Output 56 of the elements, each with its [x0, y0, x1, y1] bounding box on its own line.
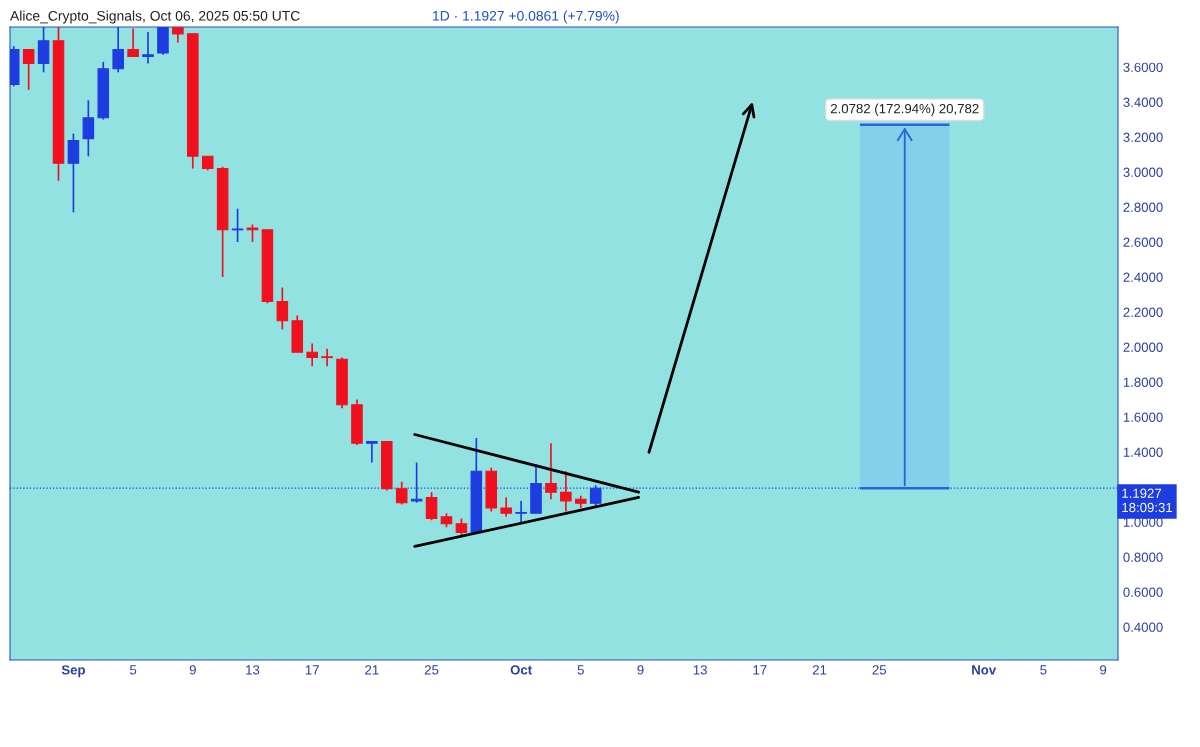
x-tick-label: 17	[753, 665, 767, 675]
x-tick-label: 13	[246, 665, 260, 675]
x-tick-label: Nov	[972, 665, 997, 675]
y-tick-label: 3.6000	[1123, 62, 1163, 72]
candlestick	[276, 286, 289, 331]
x-tick-label: 5	[1040, 665, 1047, 675]
candlestick	[589, 484, 602, 508]
x-tick-label: 9	[189, 665, 196, 675]
y-tick-label: 2.0000	[1123, 342, 1163, 352]
x-tick-label: 9	[637, 665, 644, 675]
candlestick	[560, 470, 572, 513]
candlestick	[67, 132, 80, 214]
candlestick	[82, 99, 95, 158]
candlestick	[545, 442, 557, 501]
candlestick	[395, 480, 408, 506]
ref-line-label: 1.1927 18:09:31	[1122, 488, 1173, 513]
y-tick-label: 0.4000	[1123, 622, 1163, 632]
chart-subtitle: 1D · 1.1927 +0.0861 (+7.79%)	[433, 10, 619, 24]
y-tick-label: 1.0000	[1123, 517, 1163, 527]
candlestick	[22, 48, 35, 91]
candlestick	[515, 500, 527, 523]
candlestick	[112, 27, 124, 74]
y-tick-label: 3.2000	[1123, 132, 1163, 142]
y-tick-label: 2.8000	[1123, 202, 1163, 212]
y-tick-label: 1.8000	[1123, 377, 1163, 387]
y-tick-label: 2.6000	[1123, 237, 1163, 247]
y-tick-label: 3.4000	[1123, 97, 1163, 107]
x-tick-label: 9	[1100, 665, 1107, 675]
candlestick	[321, 347, 333, 368]
candlestick	[37, 27, 50, 74]
x-tick-label: 5	[129, 665, 137, 675]
candlestick	[142, 31, 154, 65]
y-tick-label: 3.0000	[1123, 167, 1163, 177]
candlestick	[127, 27, 139, 58]
x-tick-label: Oct	[510, 665, 532, 675]
x-tick-label: 5	[577, 665, 584, 675]
y-tick-label: 2.2000	[1123, 307, 1163, 317]
data-label: 2.0782 (172.94%) 20,782	[830, 103, 979, 116]
x-tick-label: 25	[424, 665, 439, 675]
candlestick	[500, 496, 512, 518]
y-tick-label: 1.4000	[1123, 447, 1163, 457]
y-tick-label: 0.6000	[1123, 587, 1163, 597]
x-tick-label: 21	[812, 665, 827, 675]
y-tick-label: 0.8000	[1123, 552, 1163, 562]
y-tick-label: 1.6000	[1123, 412, 1163, 422]
candlestick	[306, 342, 318, 368]
candlestick	[366, 440, 378, 464]
candlestick	[425, 491, 438, 522]
x-tick-label: 25	[872, 665, 887, 675]
x-tick-label: 13	[693, 665, 707, 675]
x-tick-label: Sep	[61, 665, 85, 678]
candlestick	[231, 207, 244, 243]
chart-title: Alice_Crypto_Signals, Oct 06, 2025 05:50 UTC	[10, 10, 300, 24]
x-tick-label: 17	[305, 665, 319, 675]
x-tick-label: 21	[365, 665, 379, 675]
y-tick-label: 2.4000	[1123, 272, 1163, 282]
